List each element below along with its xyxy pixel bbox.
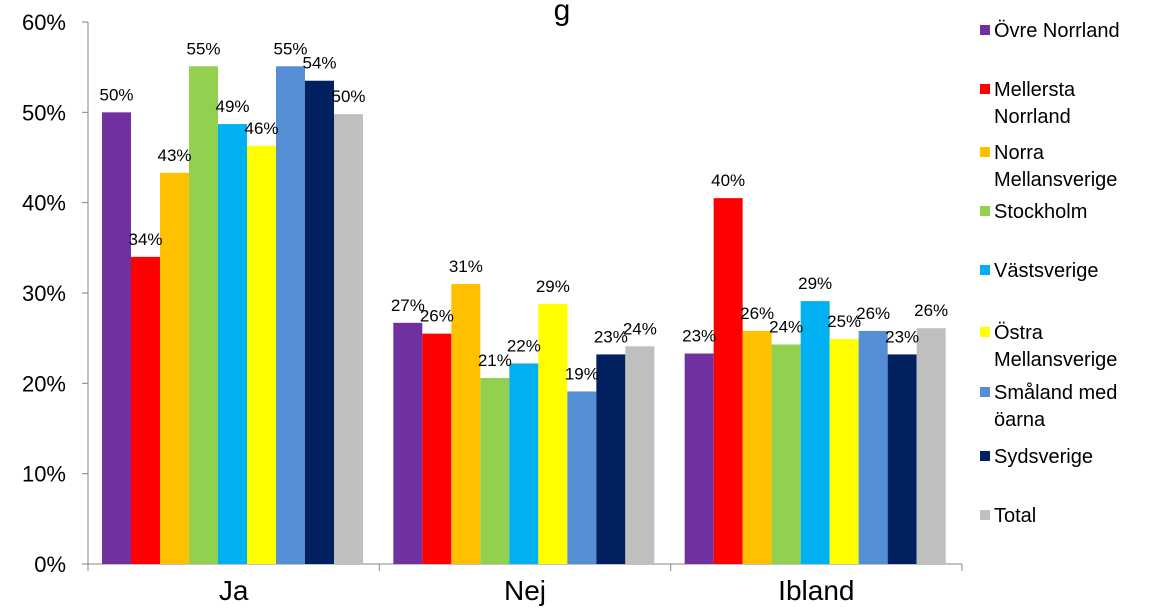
legend-swatch xyxy=(980,206,990,216)
data-label: 43% xyxy=(157,146,191,165)
data-label: 23% xyxy=(885,327,919,346)
legend-label: Sydsverige xyxy=(994,446,1093,468)
bar xyxy=(858,330,888,564)
x-category-label: Ja xyxy=(219,575,249,606)
bar xyxy=(829,339,859,564)
legend-label: Mellersta xyxy=(994,79,1076,101)
data-label: 46% xyxy=(244,119,278,138)
y-tick-label: 60% xyxy=(22,10,66,35)
bar xyxy=(684,353,714,564)
x-category-label: Nej xyxy=(504,575,546,606)
legend-swatch xyxy=(980,25,990,35)
y-tick-label: 40% xyxy=(22,191,66,216)
data-label: 23% xyxy=(682,327,716,346)
legend-label: Småland med xyxy=(994,382,1117,404)
data-label: 49% xyxy=(215,97,249,116)
legend-swatch xyxy=(980,387,990,397)
bar xyxy=(596,354,626,564)
data-label: 34% xyxy=(128,230,162,249)
bar xyxy=(451,283,481,564)
legend-label: Övre Norrland xyxy=(994,20,1120,42)
bar xyxy=(887,354,917,564)
legend-label: Norrland xyxy=(994,106,1071,128)
data-label: 54% xyxy=(302,54,336,73)
legend-label: Västsverige xyxy=(994,260,1099,282)
bar xyxy=(771,344,801,564)
data-label: 40% xyxy=(711,171,745,190)
data-label: 26% xyxy=(856,304,890,323)
bar xyxy=(480,377,510,564)
data-label: 26% xyxy=(420,307,454,326)
y-tick-label: 30% xyxy=(22,281,66,306)
y-tick-label: 20% xyxy=(22,371,66,396)
legend-swatch xyxy=(980,510,990,520)
legend-swatch xyxy=(980,327,990,337)
bar xyxy=(305,80,334,564)
data-label: 29% xyxy=(536,277,570,296)
bar xyxy=(218,124,247,565)
legend-swatch xyxy=(980,84,990,94)
axes: 0% 10% 20% 30% 40% 50% 60% Ja Nej Ibland xyxy=(22,10,963,606)
data-labels: 50%34%43%55%49%46%55%54%50%27%26%31%21%2… xyxy=(99,39,948,383)
bar xyxy=(131,256,160,564)
bar xyxy=(538,303,568,564)
bar xyxy=(742,330,772,564)
data-label: 21% xyxy=(478,351,512,370)
legend-label: Total xyxy=(994,505,1036,527)
legend-swatch xyxy=(980,147,990,157)
data-label: 19% xyxy=(565,364,599,383)
legend-label: Norra xyxy=(994,142,1045,164)
bars xyxy=(102,66,946,565)
data-label: 31% xyxy=(449,257,483,276)
bar xyxy=(393,322,423,564)
data-label: 26% xyxy=(740,304,774,323)
data-label: 24% xyxy=(769,317,803,336)
legend-label: Stockholm xyxy=(994,201,1087,223)
data-label: 24% xyxy=(623,319,657,338)
bar xyxy=(800,301,830,564)
bar xyxy=(916,328,946,564)
data-label: 50% xyxy=(99,85,133,104)
legend: Övre Norrland Mellersta Norrland Norra Mella… xyxy=(980,20,1120,527)
bar xyxy=(189,66,218,564)
data-label: 55% xyxy=(186,39,220,58)
legend-label: Mellansverige xyxy=(994,169,1117,191)
data-label: 26% xyxy=(914,301,948,320)
data-label: 55% xyxy=(273,39,307,58)
chart-title-fragment: g xyxy=(554,0,571,27)
bar xyxy=(567,391,597,564)
legend-swatch xyxy=(980,265,990,275)
bar xyxy=(160,172,189,564)
x-category-label: Ibland xyxy=(778,575,854,606)
data-label: 22% xyxy=(507,336,541,355)
y-tick-label: 0% xyxy=(34,552,66,577)
bar xyxy=(625,346,655,564)
data-label: 29% xyxy=(798,274,832,293)
data-label: 50% xyxy=(331,87,365,106)
bar xyxy=(509,363,539,564)
bar xyxy=(247,145,276,565)
legend-label: Östra xyxy=(994,322,1044,344)
y-tick-label: 10% xyxy=(22,462,66,487)
bar xyxy=(276,66,305,564)
bar xyxy=(422,333,452,564)
data-label: 27% xyxy=(391,296,425,315)
legend-label: Mellansverige xyxy=(994,349,1117,371)
legend-swatch xyxy=(980,451,990,461)
bar xyxy=(713,198,743,564)
legend-label: öarna xyxy=(994,409,1046,431)
bar xyxy=(102,112,131,564)
y-tick-label: 50% xyxy=(22,100,66,125)
data-label: 25% xyxy=(827,312,861,331)
data-label: 23% xyxy=(594,327,628,346)
bar xyxy=(334,114,363,564)
